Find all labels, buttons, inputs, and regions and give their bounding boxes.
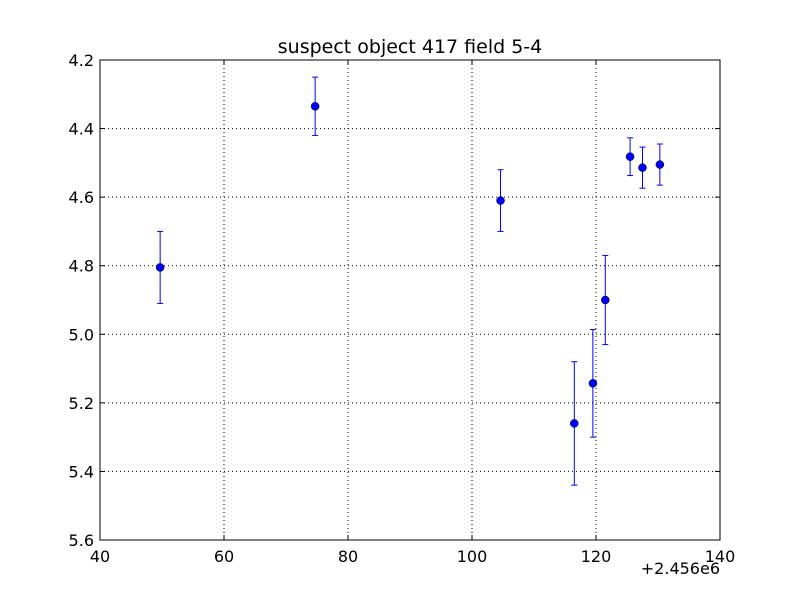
plot-frame: [99, 59, 721, 541]
x-axis-ticks: 40 60 80 100 120 140: [90, 60, 735, 566]
x-tick-label: 40: [90, 547, 110, 566]
y-tick-label: 4.6: [69, 188, 94, 207]
x-tick-label: 120: [581, 547, 612, 566]
y-tick-label: 5.6: [69, 531, 94, 550]
y-tick-label: 4.4: [69, 120, 94, 139]
y-tick-label: 5.4: [69, 462, 94, 481]
x-axis-offset-label: +2.456e6: [641, 559, 720, 578]
data-point: [625, 152, 635, 161]
data-points: [155, 76, 665, 486]
axes: [99, 59, 721, 541]
data-point: [310, 102, 320, 111]
y-tick-label: 5.0: [69, 325, 94, 344]
y-axis-ticks: 4.2 4.4 4.6 4.8 5.0 5.2 5.4 5.6: [69, 51, 720, 550]
y-tick-label: 4.2: [69, 51, 94, 70]
y-tick-label: 4.8: [69, 257, 94, 276]
data-point: [496, 196, 505, 205]
x-tick-label: 140: [705, 547, 736, 566]
data-point: [155, 263, 165, 272]
chart-title: suspect object 417 field 5-4: [278, 36, 543, 58]
data-point: [601, 295, 610, 305]
data-point: [638, 163, 647, 172]
grid-lines: [100, 60, 720, 540]
x-tick-label: 100: [457, 547, 488, 566]
data-point: [588, 379, 598, 388]
data-point: [655, 160, 665, 169]
data-point: [570, 419, 579, 428]
y-tick-label: 5.2: [69, 394, 94, 413]
x-tick-label: 60: [214, 547, 234, 566]
x-tick-label: 80: [338, 547, 358, 566]
